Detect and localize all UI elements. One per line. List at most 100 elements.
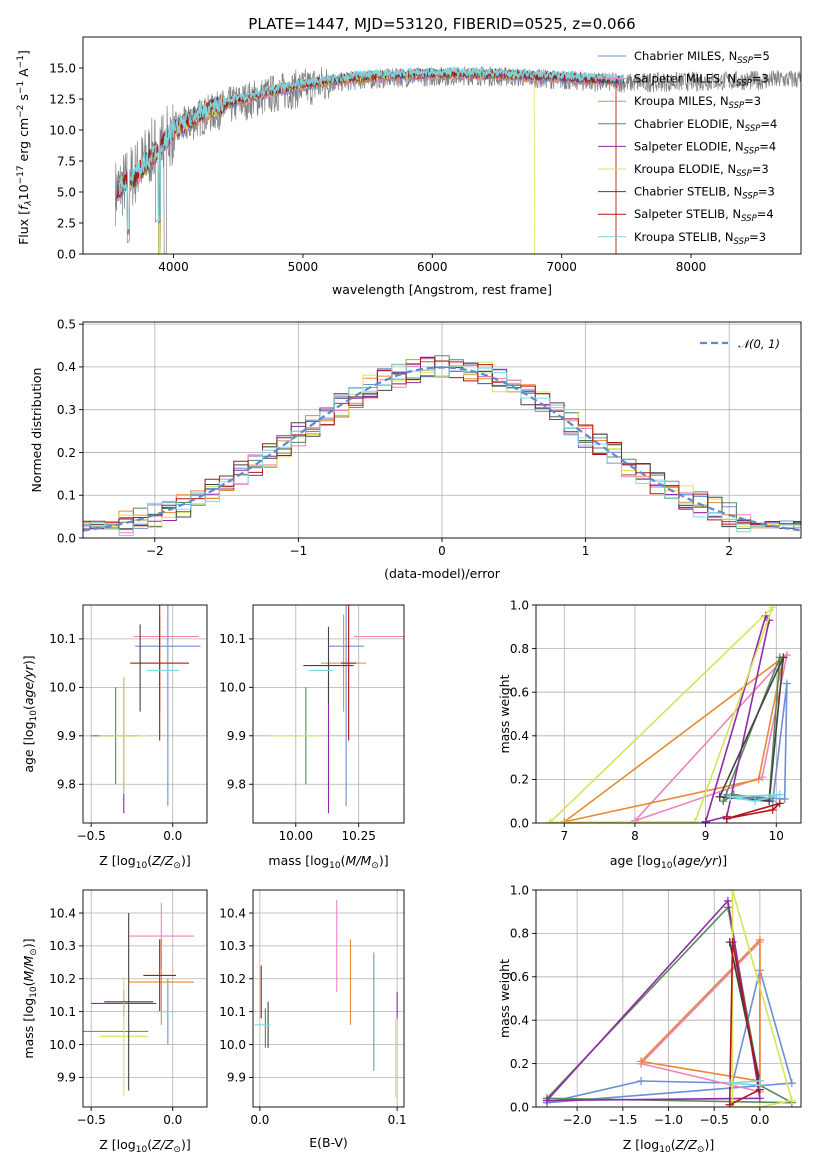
- x-tick-label: −2: [146, 544, 164, 558]
- x-tick-label: −0.5: [700, 1113, 729, 1127]
- weight-series-salpeter-miles: [630, 651, 791, 823]
- x-tick-label: 9: [702, 829, 710, 843]
- y-tick-label: 9.9: [57, 729, 76, 743]
- legend-label: Salpeter STELIB, NSSP=4: [634, 207, 774, 224]
- legend-label: 𝒩(0, 1): [738, 337, 780, 351]
- legend-label: Chabrier ELODIE, NSSP=4: [634, 117, 777, 134]
- y-tick-label: 0.2: [510, 1057, 529, 1071]
- y-tick-label: 10.1: [219, 1005, 246, 1019]
- weight-line: [729, 1080, 761, 1087]
- legend-item: Kroupa ELODIE, NSSP=3: [598, 162, 769, 179]
- axes-mass_vs_ebv: [253, 890, 404, 1107]
- errorbar-salpeter-stelib: [341, 605, 357, 741]
- errorbar-kroupa-elodie: [99, 977, 149, 1096]
- axes-frame: [252, 889, 405, 1108]
- x-axis-label: (data-model)/error: [384, 566, 501, 581]
- errorbar-chabrier-miles: [328, 605, 364, 807]
- x-tick-label: 0.0: [750, 1113, 769, 1127]
- weight-line: [549, 606, 774, 823]
- legend-item: Salpeter ELODIE, NSSP=4: [598, 139, 776, 156]
- y-tick-label: 9.9: [227, 729, 246, 743]
- x-tick-label: 0.1: [388, 1113, 407, 1127]
- y-tick-label: 0.4: [510, 729, 529, 743]
- weight-point: [637, 1076, 646, 1085]
- model-spectrum-salpeter-miles: [117, 70, 625, 254]
- weight-point: [768, 805, 777, 814]
- legend-label: Kroupa MILES, NSSP=3: [634, 94, 761, 111]
- weight-point: [768, 605, 777, 612]
- x-tick-label: −1.5: [608, 1113, 637, 1127]
- model-spectrum-salpeter-stelib: [117, 67, 617, 254]
- plot-area-mass_vs_ebv: [254, 899, 398, 1098]
- y-tick-label: 2.5: [57, 216, 76, 230]
- legend: Chabrier MILES, NSSP=5 Salpeter MILES, NS…: [598, 49, 777, 247]
- y-tick-label: 9.8: [57, 778, 76, 792]
- weight-point: [723, 896, 732, 905]
- x-axis-label: age [log10(age/yr)]: [610, 853, 727, 871]
- weight-point: [787, 1079, 796, 1088]
- residual-histogram-kroupa-stelib: [83, 364, 801, 536]
- weight-point: [775, 799, 784, 808]
- axes-weight_vs_z: [536, 889, 801, 1108]
- plot-area-age_vs_z: [91, 605, 201, 814]
- x-tick-label: 4000: [158, 260, 189, 274]
- axes-age_vs_z: [83, 605, 207, 823]
- errorbar-chabrier-stelib: [303, 626, 354, 705]
- legend-item: Kroupa MILES, NSSP=3: [598, 94, 761, 111]
- legend-label: Kroupa STELIB, NSSP=3: [634, 230, 766, 247]
- x-tick-label: 0: [438, 544, 446, 558]
- x-tick-label: −0.5: [77, 1113, 106, 1127]
- x-tick-label: 5000: [288, 260, 319, 274]
- y-tick-label: 0.2: [57, 446, 76, 460]
- x-tick-label: 6000: [417, 260, 448, 274]
- weight-series-kroupa-stelib: [725, 1076, 764, 1090]
- frame-mass_vs_z: −0.5 0.0 9.9 10.0 10.1 10.2 10.3 10.4: [49, 889, 208, 1127]
- weight-point: [780, 795, 789, 804]
- y-tick-label: 10.3: [219, 939, 246, 953]
- x-tick-label: 10: [769, 829, 784, 843]
- y-axis-label: Flux [fλ10−17 erg cm−2 s−1 A−1]: [16, 50, 34, 245]
- axes-frame: [82, 36, 802, 255]
- weight-point: [765, 797, 774, 806]
- x-axis-label: Z [log10(Z/Z⊙)]: [99, 853, 190, 871]
- frame-mass_vs_ebv: 0.0 0.1 9.9 10.0 10.1 10.2 10.3 10.4: [219, 889, 407, 1127]
- y-tick-label: 0.0: [510, 816, 529, 830]
- y-tick-label: 0.0: [57, 247, 76, 261]
- y-axis-label: age [log10(age/yr)]: [21, 655, 39, 772]
- weight-point: [782, 679, 791, 688]
- y-tick-label: 0.0: [510, 1100, 529, 1114]
- weight-point: [787, 1096, 796, 1105]
- plot-area-spectrum: [114, 65, 801, 254]
- frame-weight_vs_age: 7 8 9 10 0.0 0.2 0.4 0.6 0.8 1.0: [510, 598, 802, 843]
- weight-point: [751, 797, 760, 806]
- weight-series-kroupa-stelib: [726, 790, 784, 806]
- model-spectrum-chabrier-stelib: [116, 68, 625, 232]
- legend-label: Salpeter MILES, NSSP=3: [634, 72, 769, 89]
- axes-frame: [82, 889, 208, 1108]
- weight-point: [755, 1094, 764, 1103]
- y-axis-label: mass [log10(M/M⊙)]: [21, 938, 39, 1058]
- x-tick-label: −0.5: [77, 829, 106, 843]
- axes-mass_vs_z: [83, 890, 207, 1107]
- frame-weight_vs_z: −2.0 −1.5 −1.0 −0.5 0.0 0.0 0.2 0.4 0.6 0.8 1.0: [510, 883, 802, 1127]
- y-tick-label: 9.9: [227, 1071, 246, 1085]
- y-tick-label: 0.2: [510, 773, 529, 787]
- weight-point: [755, 935, 764, 944]
- weight-point: [728, 890, 737, 894]
- y-tick-label: 10.4: [49, 906, 76, 920]
- plot-area-residuals: [83, 355, 801, 536]
- y-tick-label: 10.1: [49, 1005, 76, 1019]
- y-tick-label: 10.3: [49, 939, 76, 953]
- weight-point: [775, 790, 784, 799]
- legend-item: Chabrier STELIB, NSSP=3: [598, 185, 775, 202]
- x-tick-label: −1.0: [654, 1113, 683, 1127]
- legend-item: Salpeter MILES, NSSP=3: [598, 72, 769, 89]
- x-tick-label: 8000: [676, 260, 707, 274]
- x-axis-label: Z [log10(Z/Z⊙)]: [99, 1137, 190, 1155]
- y-tick-label: 0.6: [510, 686, 529, 700]
- weight-line: [728, 941, 761, 1106]
- x-tick-label: 0.0: [250, 1113, 269, 1127]
- weight-series-salpeter-stelib: [722, 799, 784, 823]
- weight-point: [691, 817, 699, 823]
